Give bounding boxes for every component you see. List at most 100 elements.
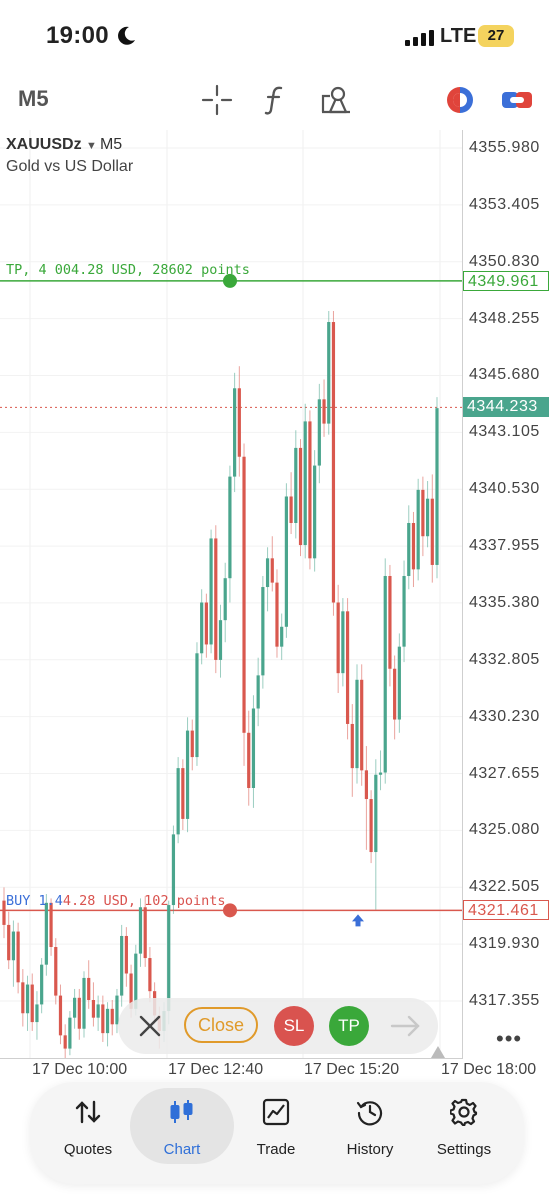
price-tick-label: 4327.655 xyxy=(469,764,540,782)
candle-body xyxy=(393,668,397,720)
stop-loss-button[interactable]: SL xyxy=(274,1006,314,1046)
time-tick-label: 17 Dec 18:00 xyxy=(441,1061,537,1078)
objects-icon[interactable] xyxy=(318,82,354,118)
take-profit-button[interactable]: TP xyxy=(329,1006,369,1046)
candle-body xyxy=(402,575,406,647)
tab-settings[interactable]: Settings xyxy=(412,1088,516,1164)
signal-icon xyxy=(405,30,434,46)
candle-body xyxy=(350,723,354,769)
scroll-end-icon[interactable] xyxy=(431,1046,445,1058)
price-tick-label: 4345.680 xyxy=(469,366,540,384)
candle-body xyxy=(143,907,147,959)
price-chart[interactable] xyxy=(0,130,463,1059)
candle-body xyxy=(134,953,138,1009)
candle-body xyxy=(308,421,312,559)
candle-body xyxy=(336,602,340,674)
one-click-trading-icon[interactable] xyxy=(442,82,478,118)
price-tick-label: 4337.955 xyxy=(469,537,540,555)
candle-body xyxy=(261,587,265,676)
candle-body xyxy=(204,602,208,645)
entry-drag-handle xyxy=(223,903,237,918)
candle-body xyxy=(185,730,190,819)
candle-body xyxy=(167,905,171,1012)
price-tick-label: 4350.830 xyxy=(469,252,540,270)
candle-body xyxy=(284,496,288,627)
candle-body xyxy=(360,679,364,771)
candle-body xyxy=(430,498,434,565)
tp-line-label: TP, 4 004.28 USD, 28602 points xyxy=(6,262,250,278)
candle-body xyxy=(355,679,359,769)
chart-toolbar: M5 xyxy=(0,72,554,128)
candle-body xyxy=(101,1004,105,1034)
tp-price-badge: 4349.961 xyxy=(463,270,549,291)
tab-label: Settings xyxy=(436,1141,492,1158)
candle-body xyxy=(416,489,420,570)
candle-body xyxy=(138,907,143,954)
price-tick-label: 4343.105 xyxy=(469,423,540,441)
symbol-name: XAUUSDz xyxy=(6,136,82,153)
candle-body xyxy=(115,995,119,1025)
candle-body xyxy=(425,498,430,537)
candle-body xyxy=(72,997,77,1018)
candle-body xyxy=(341,611,345,674)
function-icon[interactable] xyxy=(257,82,293,118)
candle-body xyxy=(110,1008,114,1025)
tp-drag-handle xyxy=(223,273,237,288)
candle-body xyxy=(298,447,303,546)
status-bar: 19:00 LTE 27 xyxy=(0,0,554,70)
candle-body xyxy=(63,1035,67,1049)
candle-body xyxy=(171,834,176,906)
tab-label: History xyxy=(346,1141,394,1158)
candle-body xyxy=(54,947,58,996)
price-tick-label: 4353.405 xyxy=(469,195,540,213)
symbol-timeframe: M5 xyxy=(99,136,123,153)
trade-panel: Close SL TP xyxy=(118,998,438,1054)
candle-body xyxy=(129,973,133,1009)
candle-body xyxy=(237,388,241,457)
tab-quotes[interactable]: Quotes xyxy=(36,1088,140,1164)
candle-body xyxy=(35,1004,39,1023)
more-options-icon[interactable]: ••• xyxy=(496,1026,523,1051)
candle-body xyxy=(68,1017,72,1049)
candle-body xyxy=(251,708,256,788)
time-tick-label: 17 Dec 12:40 xyxy=(168,1061,264,1078)
candlestick-chart xyxy=(0,130,462,1058)
candle-body xyxy=(247,732,251,788)
bottom-tab-bar: Quotes Chart Trade History Settings xyxy=(30,1082,524,1184)
timeframe-button[interactable]: M5 xyxy=(18,86,49,111)
candle-body xyxy=(388,575,392,669)
candle-body xyxy=(280,626,284,647)
candle-body xyxy=(21,982,25,1014)
tab-label: Quotes xyxy=(63,1141,113,1158)
account-switch-icon[interactable] xyxy=(499,82,535,118)
symbol-dropdown-icon[interactable]: ▼ xyxy=(86,140,100,152)
candle-body xyxy=(40,964,44,1005)
price-axis[interactable]: 4355.980 4353.405 4350.830 4348.255 4345.680… xyxy=(463,130,554,1058)
candle-body xyxy=(322,399,326,424)
close-icon[interactable] xyxy=(134,1010,166,1042)
candle-body xyxy=(44,902,48,965)
price-tick-label: 4319.930 xyxy=(469,935,540,953)
candle-body xyxy=(96,1004,100,1018)
close-position-button[interactable]: Close xyxy=(184,1007,258,1043)
candle-body xyxy=(181,768,185,819)
buy-entry-marker xyxy=(352,914,364,927)
price-tick-label: 4355.980 xyxy=(469,139,540,156)
candle-body xyxy=(327,322,331,424)
tab-history[interactable]: History xyxy=(318,1088,422,1164)
crosshair-icon[interactable] xyxy=(199,82,235,118)
candle-body xyxy=(378,772,383,775)
price-tick-label: 4330.230 xyxy=(469,707,540,725)
price-tick-label: 4322.505 xyxy=(469,878,540,896)
candle-body xyxy=(105,1008,110,1034)
position-line-label: BUY 1.44.28 USD, 102 points xyxy=(6,893,225,909)
arrow-right-icon[interactable] xyxy=(388,1012,424,1040)
candle-body xyxy=(374,774,378,853)
candle-body xyxy=(209,538,213,645)
candle-body xyxy=(421,489,425,537)
candle-body xyxy=(233,388,237,477)
tab-trade[interactable]: Trade xyxy=(224,1088,328,1164)
tab-chart[interactable]: Chart xyxy=(130,1088,234,1164)
candle-body xyxy=(30,984,34,1023)
candle-body xyxy=(294,447,298,523)
